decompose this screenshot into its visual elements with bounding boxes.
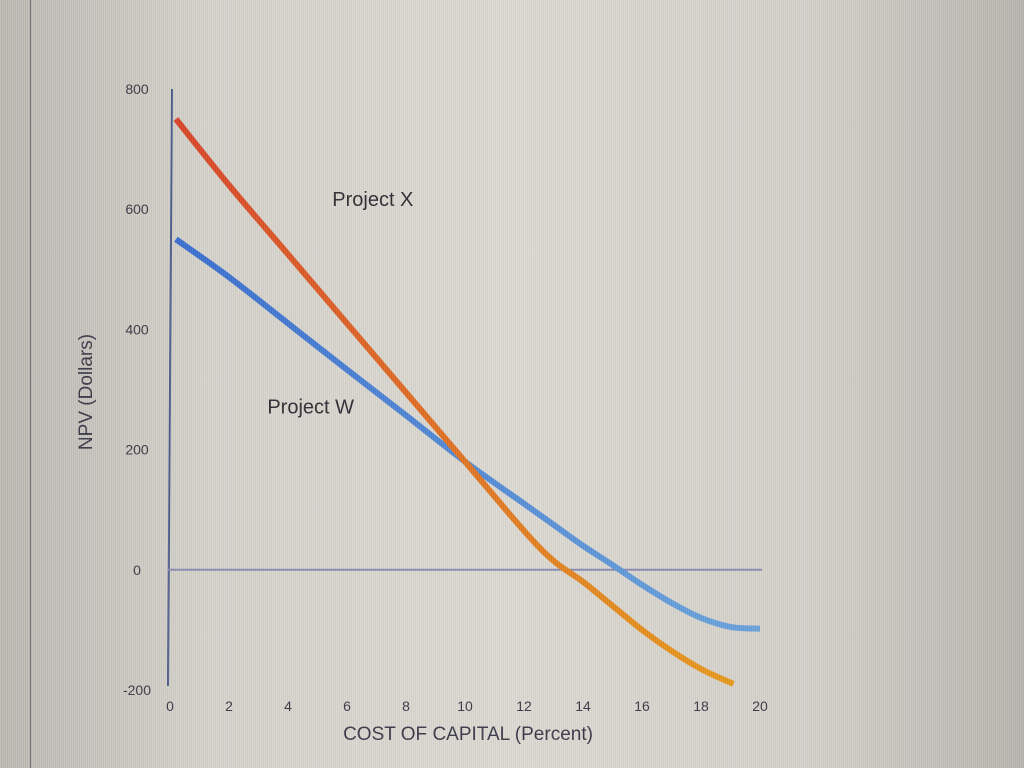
y-tick-label: -200 <box>123 682 151 698</box>
series-lines <box>173 117 761 687</box>
y-tick-label: 200 <box>125 442 149 458</box>
project-x-line <box>173 117 735 687</box>
x-tick-label: 0 <box>166 698 174 714</box>
x-tick-label: 20 <box>752 698 768 714</box>
y-axis <box>167 88 173 687</box>
project-w-label: Project W <box>267 397 354 419</box>
y-axis-line <box>167 88 173 687</box>
x-tick-label: 18 <box>693 698 709 714</box>
x-tick-label: 16 <box>634 698 650 714</box>
y-tick-label: 600 <box>125 201 149 217</box>
x-tick-label: 10 <box>457 698 473 714</box>
x-tick-label: 14 <box>575 698 591 714</box>
project-w-line <box>174 236 761 632</box>
series-labels: Project X Project W <box>267 189 413 418</box>
monitor-edge <box>30 0 31 768</box>
x-tick-label: 8 <box>402 698 410 714</box>
y-tick-label: 0 <box>133 562 141 578</box>
x-tick-label: 6 <box>343 698 351 714</box>
x-tick-labels: 0 2 4 6 8 10 12 14 16 18 20 <box>166 698 768 714</box>
x-tick-label: 4 <box>284 698 292 714</box>
x-tick-label: 2 <box>225 698 233 714</box>
x-tick-label: 12 <box>516 698 532 714</box>
y-axis-title: NPV (Dollars) <box>76 334 97 450</box>
y-tick-labels: 800 600 400 200 0 -200 <box>123 81 151 698</box>
project-x-label: Project X <box>332 189 413 211</box>
y-tick-label: 800 <box>125 81 149 97</box>
x-axis-title: COST OF CAPITAL (Percent) <box>343 724 593 745</box>
y-tick-label: 400 <box>125 321 149 337</box>
